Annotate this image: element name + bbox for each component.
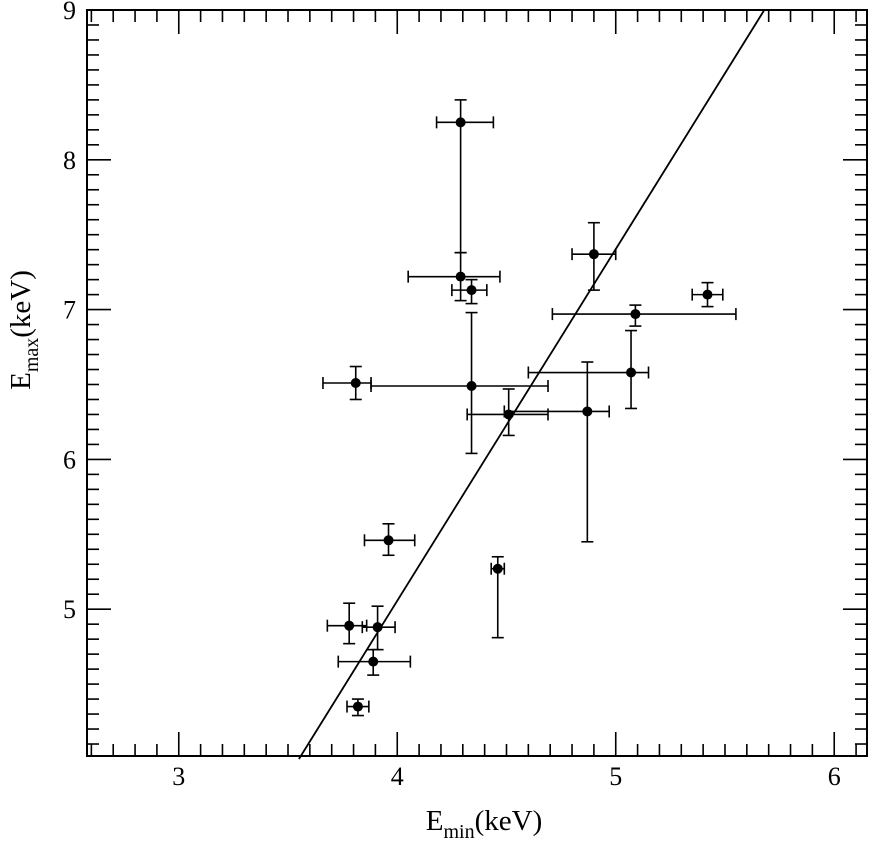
data-point	[455, 271, 466, 282]
data-point	[352, 701, 363, 712]
data-point-group	[691, 281, 724, 308]
data-point-group	[322, 365, 372, 401]
data-point-group	[451, 278, 488, 305]
data-point-group	[527, 329, 650, 410]
data-point-group	[346, 698, 370, 717]
data-point	[626, 367, 637, 378]
plot-frame	[86, 9, 868, 757]
data-point	[466, 380, 477, 391]
data-point	[368, 656, 379, 667]
y-axis-title-unit: (keV)	[5, 270, 37, 338]
data-point	[383, 535, 394, 546]
x-tick-label: 4	[391, 762, 404, 791]
data-point-group	[363, 523, 416, 557]
y-tick-label: 8	[63, 146, 76, 175]
fit-line	[298, 9, 766, 760]
y-tick-label: 5	[63, 595, 76, 624]
data-point	[630, 309, 641, 320]
data-points	[322, 99, 737, 717]
data-point	[466, 285, 477, 296]
data-point-group	[503, 361, 610, 543]
data-point	[350, 378, 361, 388]
y-tick-label: 7	[63, 296, 76, 325]
x-tick-label: 3	[172, 762, 185, 791]
data-point	[344, 620, 355, 631]
x-axis-title-unit: (keV)	[475, 805, 543, 837]
y-tick-label: 6	[63, 445, 76, 474]
data-point	[588, 249, 599, 260]
tick-labels: 3 4 5 6 5 6 7 8 9	[63, 0, 841, 791]
data-point-group	[551, 304, 737, 327]
data-point	[582, 406, 593, 417]
data-point-group	[571, 221, 617, 291]
data-point-group	[326, 602, 368, 645]
data-point-group	[490, 555, 506, 639]
x-axis-title-main: E	[426, 805, 444, 837]
x-tick-label: 6	[828, 762, 841, 791]
axis-ticks	[87, 9, 867, 756]
y-axis-title-sub: max	[21, 338, 43, 372]
x-axis-title-sub: min	[443, 821, 474, 843]
y-axis-title: Emax(keV)	[5, 270, 43, 390]
data-point-group	[370, 311, 549, 455]
data-point	[455, 117, 466, 128]
x-axis-title: Emin(keV)	[426, 805, 542, 843]
data-point	[492, 563, 503, 574]
data-point-group	[407, 251, 501, 302]
data-point	[702, 289, 713, 300]
x-tick-label: 5	[609, 762, 622, 791]
y-axis-title-main: E	[5, 372, 37, 390]
data-point-group	[337, 648, 412, 676]
y-tick-label: 9	[63, 0, 76, 25]
data-point-group	[435, 99, 495, 254]
data-point	[372, 622, 383, 633]
